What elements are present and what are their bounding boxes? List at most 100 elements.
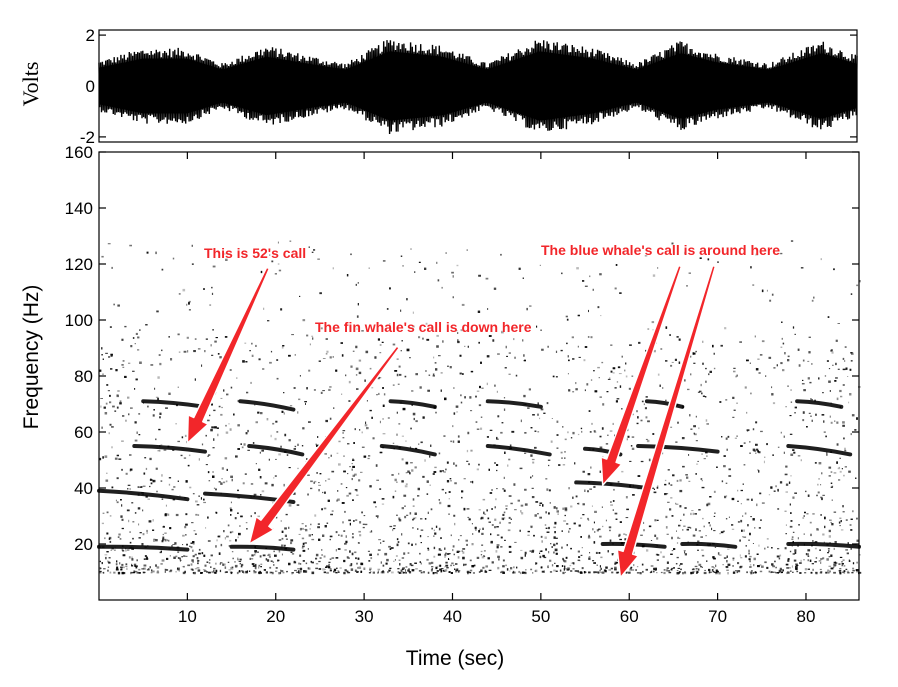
noise-dot (700, 566, 703, 568)
noise-dot (563, 520, 566, 522)
noise-dot (310, 487, 313, 490)
noise-dot (121, 518, 124, 521)
noise-dot (271, 483, 274, 487)
noise-dot (812, 540, 814, 542)
noise-dot (212, 475, 215, 478)
noise-dot (758, 470, 760, 473)
noise-dot (618, 535, 621, 537)
noise-dot (223, 389, 225, 392)
noise-dot (800, 267, 804, 269)
noise-dot (230, 509, 233, 512)
noise-dot (204, 564, 207, 567)
noise-dot (161, 498, 164, 500)
call-trace (786, 444, 853, 457)
noise-dot (366, 427, 369, 430)
noise-dot (684, 507, 687, 509)
noise-dot (403, 494, 407, 497)
noise-dot (150, 571, 153, 574)
noise-dot (587, 536, 591, 539)
noise-dot (505, 345, 507, 349)
noise-dot (476, 428, 480, 430)
noise-dot (797, 348, 800, 351)
noise-dot (675, 502, 677, 505)
noise-dot (317, 526, 320, 529)
noise-dot (127, 484, 131, 486)
noise-dot (491, 508, 493, 510)
noise-dot (242, 571, 244, 573)
noise-dot (352, 458, 354, 461)
noise-dot (377, 571, 379, 574)
noise-dot (725, 518, 728, 520)
noise-dot (237, 497, 240, 499)
noise-dot (395, 555, 398, 557)
noise-dot (379, 344, 382, 346)
noise-dot (752, 428, 755, 431)
noise-dot (434, 572, 436, 574)
noise-dot (604, 570, 607, 573)
noise-dot (231, 551, 234, 553)
noise-dot (192, 555, 195, 558)
noise-dot (790, 520, 793, 522)
noise-dot (712, 556, 715, 559)
noise-dot (389, 567, 392, 569)
noise-dot (348, 571, 350, 574)
noise-dot (185, 513, 188, 516)
noise-dot (556, 420, 559, 423)
noise-dot (240, 443, 242, 445)
noise-dot (707, 502, 711, 506)
noise-dot (593, 485, 596, 488)
noise-dot (212, 265, 216, 268)
noise-dot (820, 496, 823, 499)
noise-dot (317, 523, 320, 525)
noise-dot (436, 570, 439, 572)
noise-dot (787, 559, 790, 562)
noise-dot (382, 387, 384, 389)
noise-dot (486, 355, 490, 358)
noise-dot (534, 514, 537, 517)
noise-dot (682, 529, 684, 531)
noise-dot (614, 387, 617, 389)
noise-dot (782, 342, 785, 345)
noise-dot (599, 446, 603, 449)
noise-dot (677, 567, 680, 569)
noise-dot (533, 534, 535, 537)
noise-dot (401, 557, 405, 559)
noise-dot (562, 426, 564, 428)
noise-dot (548, 551, 550, 554)
noise-dot (564, 509, 568, 512)
noise-dot (363, 455, 367, 458)
noise-dot (418, 261, 421, 263)
noise-dot (351, 463, 353, 465)
noise-dot (200, 572, 203, 574)
noise-dot (224, 563, 226, 566)
noise-dot (831, 351, 834, 354)
noise-dot (462, 548, 466, 550)
noise-dot (697, 561, 699, 564)
noise-dot (128, 362, 131, 364)
noise-dot (168, 570, 172, 573)
noise-dot (727, 563, 731, 566)
noise-dot (215, 545, 217, 548)
noise-dot (111, 266, 113, 269)
noise-dot (828, 548, 830, 550)
noise-dot (327, 499, 330, 502)
noise-dot (154, 387, 156, 390)
noise-dot (619, 292, 622, 294)
noise-dot (794, 549, 797, 552)
waveform-y-label: Volts (18, 62, 43, 107)
noise-dot (827, 316, 830, 318)
noise-dot (727, 548, 730, 550)
noise-dot (424, 518, 427, 520)
noise-dot (676, 572, 680, 575)
noise-dot (598, 377, 600, 379)
noise-dot (773, 571, 776, 573)
noise-dot (131, 563, 133, 566)
noise-dot (582, 470, 585, 473)
noise-dot (122, 549, 124, 552)
noise-dot (610, 504, 613, 506)
noise-dot (380, 542, 382, 544)
noise-dot (335, 549, 337, 552)
call-trace (680, 541, 738, 549)
noise-dot (449, 366, 452, 369)
noise-dot (376, 394, 378, 396)
